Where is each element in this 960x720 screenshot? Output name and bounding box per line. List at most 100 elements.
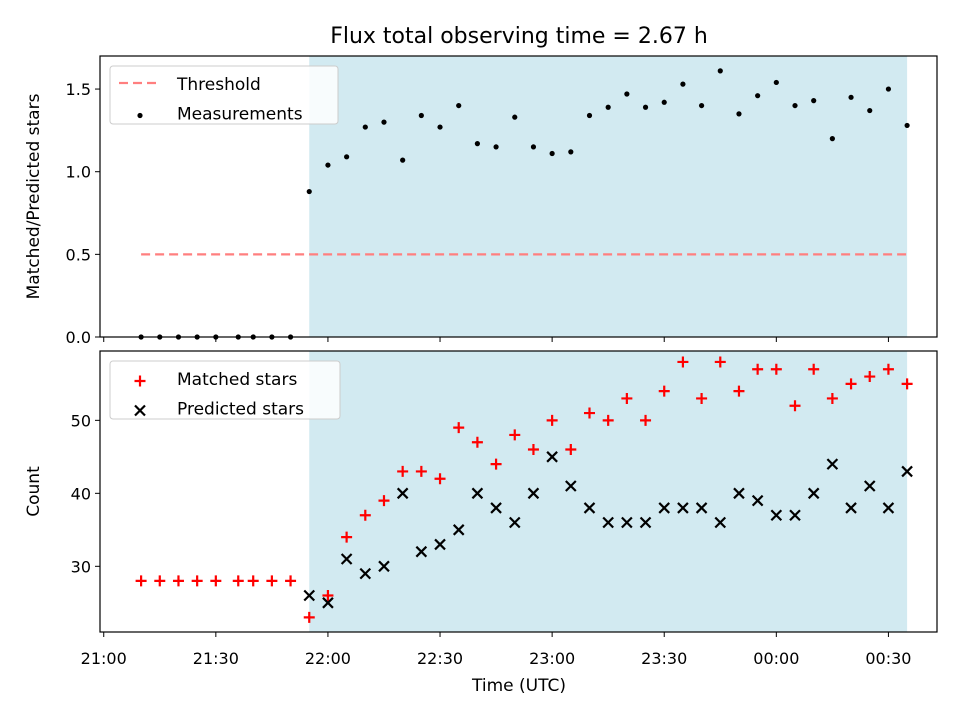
legend-matched-key [134,375,146,387]
matched-star-point [845,378,857,390]
predicted-star-point [751,494,764,507]
legend-entry-label: Predicted stars [177,400,304,420]
flux-ratio-y-tick-label: 1.5 [66,80,91,99]
x-tick-label: 21:00 [81,649,127,668]
matched-star-point [864,371,876,383]
legend-entry-label: Matched stars [177,370,297,390]
measurement-point [512,114,518,120]
measurement-point [586,112,593,119]
predicted-star-point [714,516,727,529]
matched-star-point [565,444,577,456]
matched-star-point [471,436,483,448]
measurement-point [381,119,387,125]
predicted-star-point [583,502,596,514]
measurement-point [642,104,649,110]
measurement-point [755,93,761,99]
predicted-star-point [508,516,521,529]
predicted-star-point [378,560,390,573]
measurement-point [306,188,312,195]
predicted-star-point [303,589,316,602]
flux-ratio-y-tick-label: 0.5 [66,245,91,264]
matched-star-point [154,575,166,587]
x-tick-label: 22:00 [305,649,351,668]
predicted-star-point [452,524,465,536]
predicted-star-point [322,597,334,609]
matched-star-point [490,458,502,470]
measurement-point [867,107,873,114]
star-count-y-axis-label: Count [24,466,44,517]
matched-star-point [714,356,726,368]
matched-star-point [640,414,652,426]
predicted-star-point [396,487,409,500]
x-axis-label: Time (UTC) [471,676,566,696]
x-tick-label: 21:30 [193,649,239,668]
matched-star-point [378,495,390,507]
predicted-star-point [415,545,428,558]
matched-star-point [752,363,764,375]
legend-entry-label: Threshold [176,75,261,95]
matched-star-point [453,422,465,434]
measurement-point [885,86,892,92]
measurement-point [530,144,537,150]
matched-star-point [210,575,222,587]
predicted-star-point [863,480,876,492]
star-count-legend: Matched stars Predicted stars [109,360,341,420]
measurement-point [680,81,686,87]
predicted-star-point [826,458,839,470]
predicted-star-point [733,487,745,500]
predicted-star-point [695,502,708,514]
matched-star-point [733,385,745,397]
predicted-star-point [845,502,857,514]
x-axis: 21:00 21:30 22:00 22:30 23:00 23:30 00:00 00:30 [81,649,912,668]
matched-star-point [247,575,259,587]
matched-star-point [303,611,315,623]
matched-star-point [172,575,184,587]
flux-ratio-observing-region [309,56,908,337]
legend-predicted-key [134,404,146,417]
matched-star-point [509,429,521,441]
matched-star-point [415,465,427,477]
measurement-point [904,122,910,129]
matched-star-point [285,575,297,587]
matched-star-point [696,392,708,404]
measurement-point [474,141,480,147]
matched-star-point [322,590,334,602]
measurement-point [400,157,406,163]
star-count-panel: 30 40 50 Count Matched stars Predicted stars [24,350,938,637]
predicted-star-point [565,480,577,492]
matched-star-point [527,444,539,456]
matched-star-point [583,407,595,419]
predicted-star-point [658,502,671,514]
matched-star-point [882,363,894,375]
predicted-star-point [359,567,372,580]
matched-star-point [434,473,446,485]
matched-star-point [826,392,838,404]
measurement-point [456,102,462,109]
predicted-star-point [807,487,820,500]
star-count-y-tick-label: 40 [71,484,91,503]
flux-ratio-y-axis-label: Matched/Predicted stars [24,93,44,299]
matched-star-point [341,531,353,543]
measurement-point [418,112,424,119]
star-count-legend-box [109,360,341,420]
measurement-point [829,136,835,142]
measurement-point [661,99,667,105]
matched-star-point [602,414,614,426]
x-tick-label: 00:30 [865,649,911,668]
matched-star-point [546,414,558,426]
matched-star-point [658,385,670,397]
measurement-point [549,150,555,157]
star-count-y-tick-label: 30 [71,557,91,576]
flux-ratio-y-tick-label: 1.0 [66,163,91,182]
matched-star-point [397,465,409,477]
measurement-point [736,111,742,117]
x-tick-label: 22:30 [417,649,463,668]
star-count-observing-region [309,351,908,632]
matched-star-point [901,378,913,390]
predicted-star-point [546,451,558,463]
flux-ratio-panel: 0.0 0.5 1.0 1.5 Matched/Predicted stars Thres… [24,55,938,347]
matched-star-point [789,400,801,412]
matched-star-point [135,575,147,587]
predicted-star-point [621,516,633,529]
measurement-point [717,68,723,74]
